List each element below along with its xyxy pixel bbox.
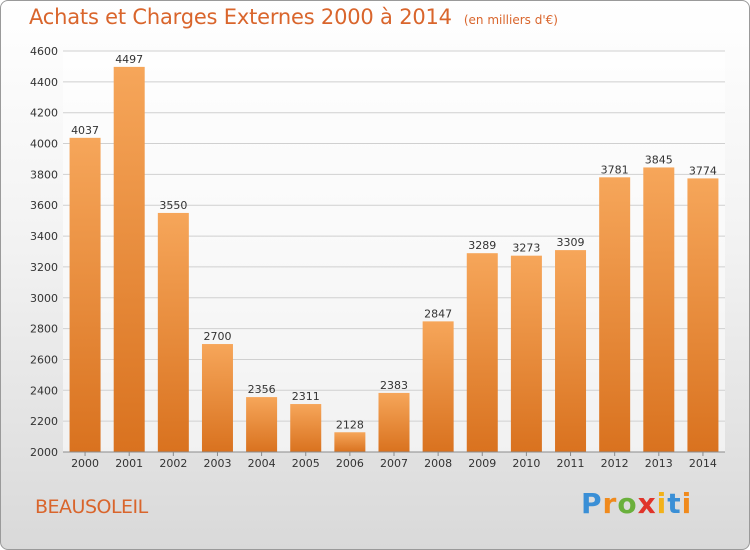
data-label: 3273 bbox=[512, 242, 540, 255]
logo-letter: i bbox=[681, 487, 693, 520]
x-tick-label: 2007 bbox=[380, 457, 408, 470]
logo-letter: o bbox=[617, 487, 638, 520]
x-tick-label: 2012 bbox=[601, 457, 629, 470]
data-label: 3845 bbox=[645, 153, 673, 166]
x-tick-label: 2000 bbox=[71, 457, 99, 470]
x-tick-label: 2001 bbox=[115, 457, 143, 470]
bar bbox=[246, 397, 278, 452]
bar bbox=[378, 392, 410, 452]
data-label: 3781 bbox=[601, 163, 629, 176]
bar bbox=[157, 212, 189, 452]
bar bbox=[334, 432, 366, 452]
y-tick-label: 3600 bbox=[30, 199, 58, 212]
y-axis-ticks: 2000 2200 2400 2600 2800 3000 3200 3400 3600 3800… bbox=[30, 45, 58, 459]
y-tick-label: 2600 bbox=[30, 353, 58, 366]
x-tick-label: 2004 bbox=[248, 457, 276, 470]
x-tick-label: 2014 bbox=[689, 457, 717, 470]
chart-title: Achats et Charges Externes 2000 à 2014 bbox=[29, 5, 452, 29]
logo-letter: P bbox=[581, 487, 603, 520]
data-label: 2128 bbox=[336, 418, 364, 431]
y-tick-label: 3800 bbox=[30, 168, 58, 181]
bar bbox=[69, 137, 101, 453]
bar bbox=[113, 66, 145, 452]
data-label: 4497 bbox=[115, 53, 143, 66]
y-tick-label: 2200 bbox=[30, 415, 58, 428]
chart-subtitle: (en milliers d'€) bbox=[463, 13, 558, 27]
x-tick-label: 2011 bbox=[557, 457, 585, 470]
x-tick-label: 2013 bbox=[645, 457, 673, 470]
x-tick-label: 2003 bbox=[203, 457, 231, 470]
data-label: 2700 bbox=[203, 330, 231, 343]
bar bbox=[466, 253, 498, 452]
data-label: 2356 bbox=[248, 383, 276, 396]
x-tick-label: 2008 bbox=[424, 457, 452, 470]
bar bbox=[201, 344, 233, 452]
y-tick-label: 4400 bbox=[30, 76, 58, 89]
data-label: 3309 bbox=[557, 236, 585, 249]
chart-header: Achats et Charges Externes 2000 à 2014 (… bbox=[29, 5, 558, 29]
data-label: 3774 bbox=[689, 164, 717, 177]
logo-letter: i bbox=[656, 487, 668, 520]
proxiti-logo: Proxiti bbox=[581, 487, 692, 520]
x-tick-label: 2002 bbox=[159, 457, 187, 470]
bar bbox=[290, 404, 322, 452]
bar bbox=[555, 250, 587, 452]
y-tick-label: 3000 bbox=[30, 292, 58, 305]
x-axis-ticks: 2000 2001 2002 2003 2004 2005 2006 2007 2008 2009… bbox=[71, 452, 717, 470]
y-tick-label: 2000 bbox=[30, 446, 58, 459]
data-labels: 4037 4497 3550 2700 2356 2311 2128 2383 2847 3289… bbox=[71, 53, 717, 431]
y-tick-label: 2400 bbox=[30, 384, 58, 397]
bar bbox=[687, 178, 719, 452]
logo-letter: x bbox=[637, 487, 657, 520]
data-label: 2311 bbox=[292, 390, 320, 403]
logo-letter: t bbox=[667, 487, 682, 520]
y-tick-label: 4000 bbox=[30, 138, 58, 151]
bar bbox=[422, 321, 454, 452]
data-label: 2383 bbox=[380, 379, 408, 392]
y-tick-label: 4200 bbox=[30, 107, 58, 120]
y-tick-label: 4600 bbox=[30, 45, 58, 58]
x-tick-label: 2009 bbox=[468, 457, 496, 470]
x-tick-label: 2005 bbox=[292, 457, 320, 470]
data-label: 4037 bbox=[71, 124, 99, 137]
y-tick-label: 3200 bbox=[30, 261, 58, 274]
place-name: BEAUSOLEIL bbox=[35, 496, 148, 518]
bar bbox=[599, 177, 631, 452]
data-label: 3550 bbox=[159, 199, 187, 212]
y-tick-label: 2800 bbox=[30, 323, 58, 336]
bar bbox=[643, 167, 675, 453]
data-label: 2847 bbox=[424, 307, 452, 320]
x-tick-label: 2010 bbox=[512, 457, 540, 470]
x-tick-label: 2006 bbox=[336, 457, 364, 470]
data-label: 3289 bbox=[468, 239, 496, 252]
bars bbox=[69, 66, 719, 453]
bar bbox=[510, 255, 542, 452]
logo-letter: r bbox=[602, 487, 618, 520]
y-tick-label: 3400 bbox=[30, 230, 58, 243]
